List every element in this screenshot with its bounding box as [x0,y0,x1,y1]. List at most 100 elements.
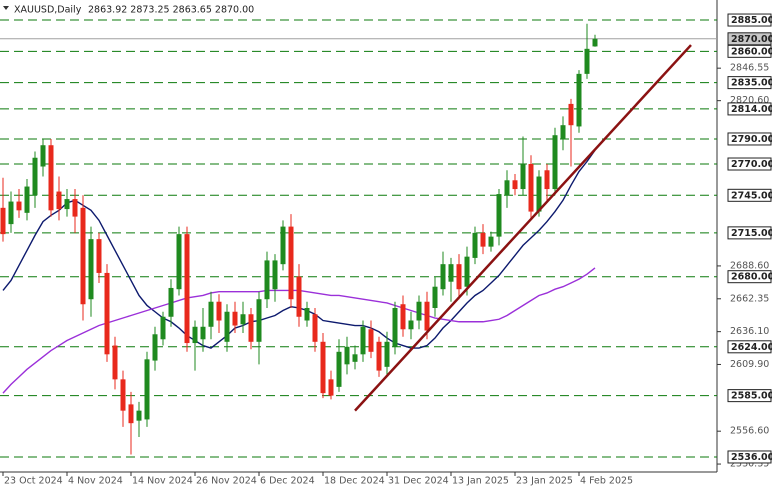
level-label-box [727,340,772,354]
level-label: 2770.00 [731,159,772,170]
candle-body [392,307,398,347]
level-label-box [727,226,772,240]
candle-body [280,226,286,265]
candle-body [8,201,14,225]
candle-body [352,354,358,362]
y-tick-label: 2636.10 [730,326,769,337]
candle-body [288,226,294,300]
candle-body [504,180,510,196]
level-label: 2585.00 [731,391,772,402]
candle-body [64,199,70,210]
level-label-box [727,157,772,171]
level-label-box [727,450,772,464]
x-tick-label: 6 Dec 2024 [260,476,315,487]
level-label: 2536.00 [731,452,772,463]
level-label: 2715.00 [731,228,772,239]
candle-body [488,236,494,247]
candle-body [200,326,206,340]
candle-body [120,379,126,411]
candle-body [136,410,142,421]
candle-body [224,311,230,342]
candle-body [368,329,374,352]
candle-body [184,234,190,344]
ohlc-label: 2863.92 2873.25 2863.65 2870.00 [88,5,254,16]
candle-body [192,326,198,344]
y-tick-label: 2662.35 [730,293,769,304]
candle-body [456,264,462,290]
candle-body [216,301,222,321]
collapse-icon [3,6,9,10]
candle-body [320,341,326,394]
candle-body [296,276,302,317]
candle-body [552,135,558,190]
candle-body [384,341,390,367]
candle-body [0,207,6,235]
candle-body [16,201,22,211]
level-label-box [727,389,772,403]
candle-body [208,301,214,327]
candle-body [416,301,422,321]
candle-body [152,334,158,361]
y-tick-label: 2556.60 [730,426,769,437]
level-label-box [727,188,772,202]
candle-body [240,314,246,325]
trendline [354,44,692,412]
candle-body [472,232,478,258]
y-tick-label: 2820.60 [730,95,769,106]
candle-body [24,186,30,213]
level-label-box [727,270,772,284]
candle-body [328,379,334,396]
candle-body [576,73,582,127]
candle-body [32,157,38,196]
candle-body [408,320,414,330]
x-tick-label: 4 Feb 2025 [580,476,633,487]
candle-body [256,299,262,342]
candle-body [80,207,86,305]
candle-body [272,260,278,290]
candle-body [560,125,566,139]
x-tick-label: 13 Jan 2025 [452,476,509,487]
candle-body [72,199,78,217]
candle-body [304,307,310,321]
candle-body [400,304,406,330]
level-label: 2860.00 [731,46,772,57]
candle-body [48,145,54,211]
symbol-label: XAUUSD,Daily [14,5,82,16]
x-tick-label: 23 Oct 2024 [4,476,63,487]
candle-body [144,359,150,420]
candle-body [112,345,118,380]
candle-body [344,346,350,365]
candle-body [40,145,46,167]
y-tick-label: 2609.90 [730,359,769,370]
candle-body [312,314,318,342]
candle-body [264,260,270,300]
candle-body [88,239,94,300]
candle-body [496,194,502,237]
candle-body [96,239,102,273]
level-label: 2835.00 [731,78,772,89]
level-label: 2790.00 [731,134,772,145]
y-tick-label: 2688.60 [730,260,769,271]
level-label: 2745.00 [731,190,772,201]
candle-body [512,180,518,190]
candle-body [56,191,62,210]
candle-body [128,404,134,424]
x-tick-label: 23 Jan 2025 [516,476,573,487]
candle-body [544,170,550,190]
candle-body [440,264,446,290]
candle-body [424,301,430,331]
x-tick-label: 14 Nov 2024 [132,476,193,487]
candle-body [448,264,454,282]
level-label: 2680.00 [731,272,772,283]
candle-body [464,256,470,287]
level-label: 2814.00 [731,104,772,115]
x-tick-label: 18 Dec 2024 [324,476,385,487]
level-label-box [727,13,772,27]
level-label: 2624.00 [731,342,772,353]
candle-body [360,326,366,355]
candle-body [376,341,382,371]
level-label-box [727,76,772,90]
